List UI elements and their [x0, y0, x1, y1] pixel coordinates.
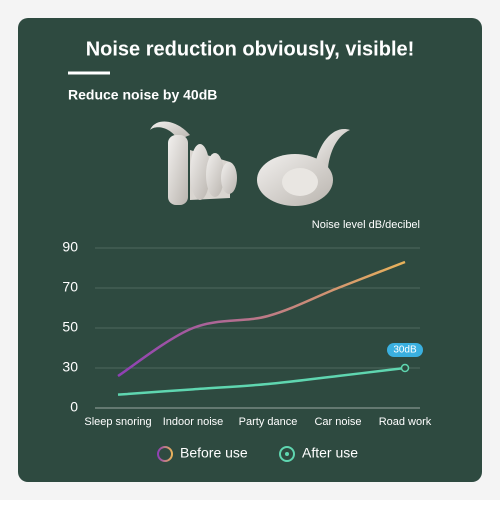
- data-label: 30dB: [393, 345, 417, 356]
- legend-dot: [285, 452, 289, 456]
- axis-label: Noise level dB/decibel: [312, 219, 420, 231]
- y-tick-label: 70: [62, 279, 78, 295]
- y-tick-label: 30: [62, 359, 78, 375]
- x-tick-label: Indoor noise: [163, 416, 224, 428]
- x-tick-label: Road work: [379, 416, 432, 428]
- x-tick-label: Car noise: [314, 416, 361, 428]
- earplugs-illustration: [150, 121, 350, 206]
- line-series: [117, 260, 406, 378]
- line-series: [117, 366, 406, 396]
- y-tick-label: 0: [70, 399, 78, 415]
- legend-swatch: [279, 446, 295, 462]
- legend-swatch: [157, 446, 173, 462]
- subtitle: Reduce noise by 40dB: [68, 87, 217, 103]
- legend-label: Before use: [180, 445, 248, 461]
- title: Noise reduction obviously, visible!: [86, 38, 415, 60]
- x-tick-label: Sleep snoring: [84, 416, 151, 428]
- x-tick-label: Party dance: [239, 416, 298, 428]
- y-tick-label: 90: [62, 239, 78, 255]
- data-label-badge: [387, 343, 423, 357]
- point-marker: [400, 363, 410, 373]
- legend-label: After use: [302, 445, 358, 461]
- y-tick-label: 50: [62, 319, 78, 335]
